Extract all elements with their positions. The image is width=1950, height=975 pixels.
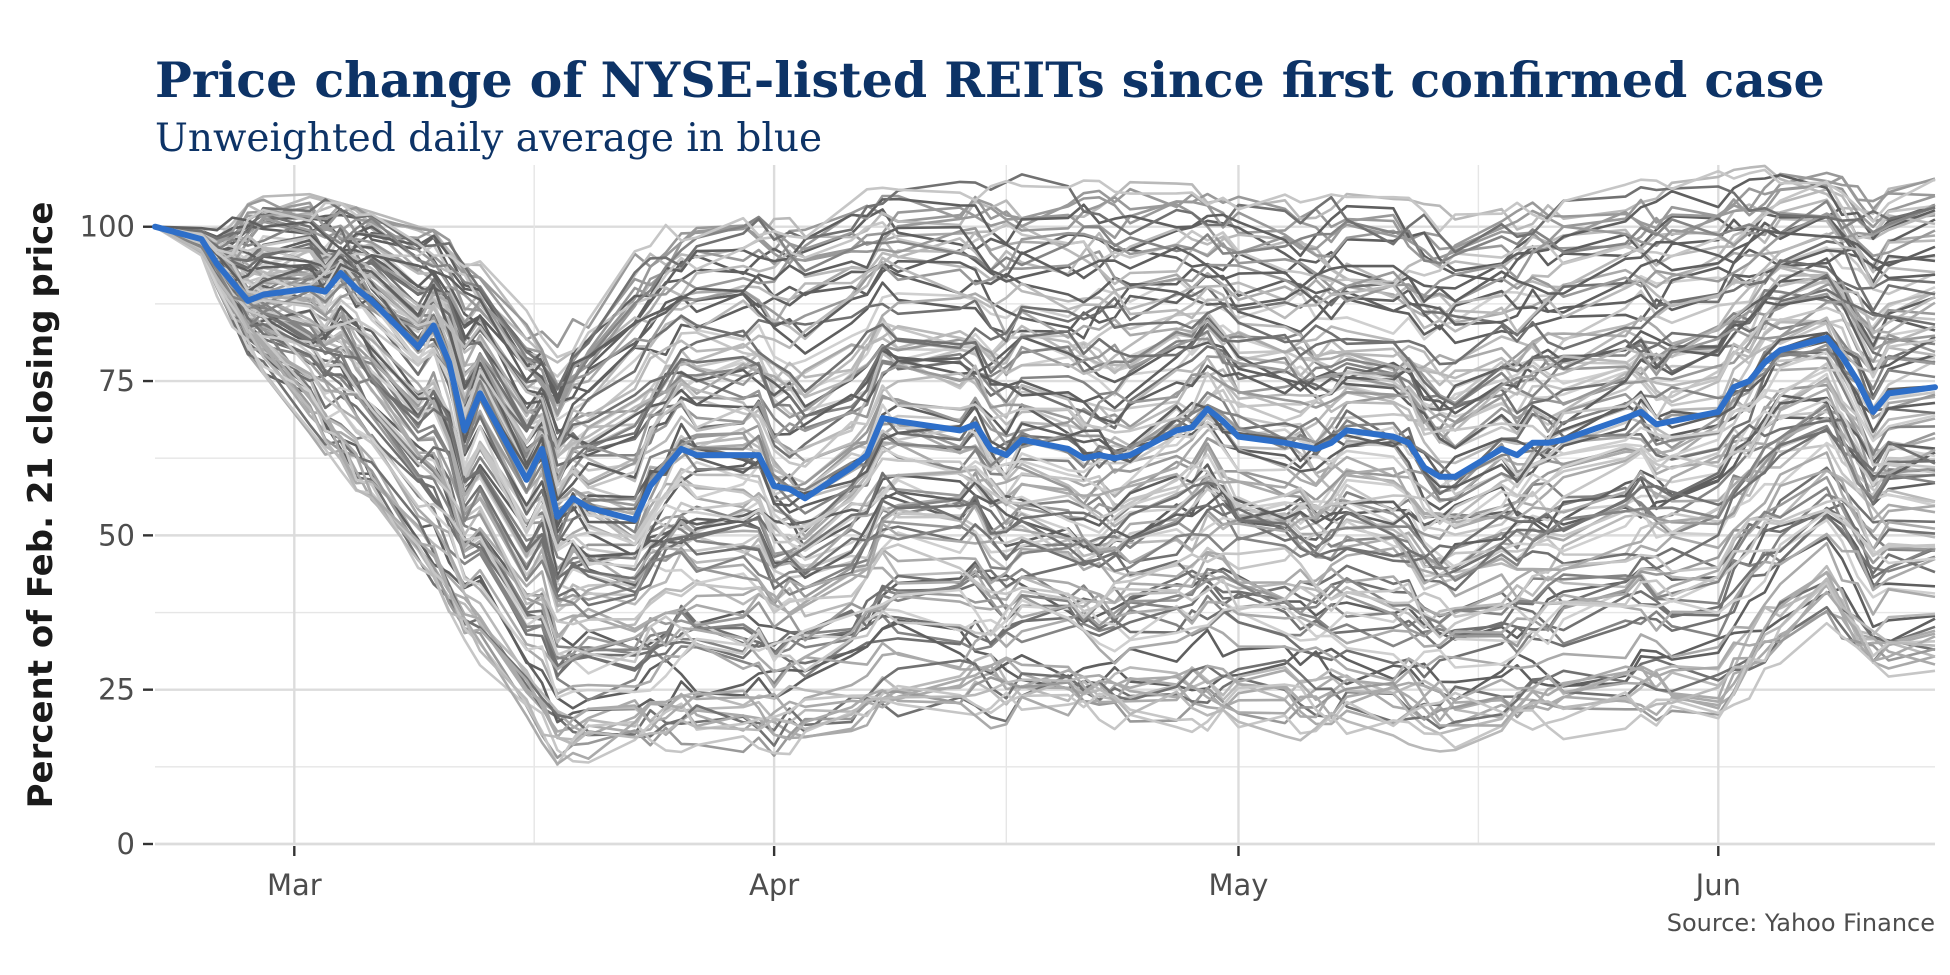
y-tick-label: 100	[80, 210, 135, 244]
y-tick-label: 25	[98, 673, 135, 707]
reit-price-line	[154, 173, 1936, 391]
chart-title: Price change of NYSE-listed REITs since …	[155, 51, 1825, 109]
y-tick-label: 0	[117, 827, 135, 861]
chart-subtitle: Unweighted daily average in blue	[155, 116, 822, 161]
reit-price-line	[154, 225, 1936, 673]
axes: 0 25 50 75 100 Mar Apr May Jun	[80, 210, 1935, 902]
reit-price-line	[154, 225, 1936, 626]
reit-price-line	[154, 225, 1936, 580]
average-line-group	[152, 223, 1938, 523]
reit-price-line	[154, 225, 1936, 620]
reit-price-line	[154, 225, 1936, 767]
y-tick-label: 75	[98, 364, 135, 398]
reit-price-line	[154, 212, 1936, 415]
reit-price-line	[154, 225, 1936, 451]
reit-price-line	[154, 215, 1936, 444]
source-note: Source: Yahoo Finance	[1667, 909, 1935, 937]
reit-price-line	[154, 173, 1936, 400]
reit-price-line	[154, 225, 1936, 662]
reit-price-line	[154, 225, 1936, 607]
reit-price-line	[154, 225, 1936, 702]
reit-price-line	[154, 225, 1936, 699]
reit-price-line	[154, 225, 1936, 673]
reit-price-line	[154, 225, 1936, 766]
y-axis-label: Percent of Feb. 21 closing price	[21, 202, 61, 809]
reit-price-line	[154, 225, 1936, 753]
x-tick-label: Mar	[267, 868, 322, 902]
reit-price-line	[154, 225, 1936, 739]
x-tick-label: Apr	[749, 868, 799, 902]
reit-price-line	[154, 225, 1936, 450]
reit-price-line	[154, 225, 1936, 677]
average-price-line	[152, 223, 1938, 523]
reit-price-line	[154, 225, 1936, 501]
reit-price-line	[154, 168, 1936, 359]
x-tick-label: Jun	[1694, 868, 1741, 902]
reit-price-line	[154, 198, 1936, 387]
y-tick-label: 50	[98, 518, 135, 552]
x-tick-label: May	[1208, 868, 1268, 902]
reit-price-line	[154, 225, 1936, 473]
reit-price-line	[154, 225, 1936, 485]
reit-price-line	[154, 180, 1936, 378]
individual-reit-lines	[154, 164, 1936, 767]
reit-price-line	[154, 225, 1936, 667]
reit-price-line	[154, 225, 1936, 549]
reit-price-line	[154, 199, 1936, 388]
reit-price-line	[154, 225, 1936, 596]
reit-price-line	[154, 216, 1936, 404]
